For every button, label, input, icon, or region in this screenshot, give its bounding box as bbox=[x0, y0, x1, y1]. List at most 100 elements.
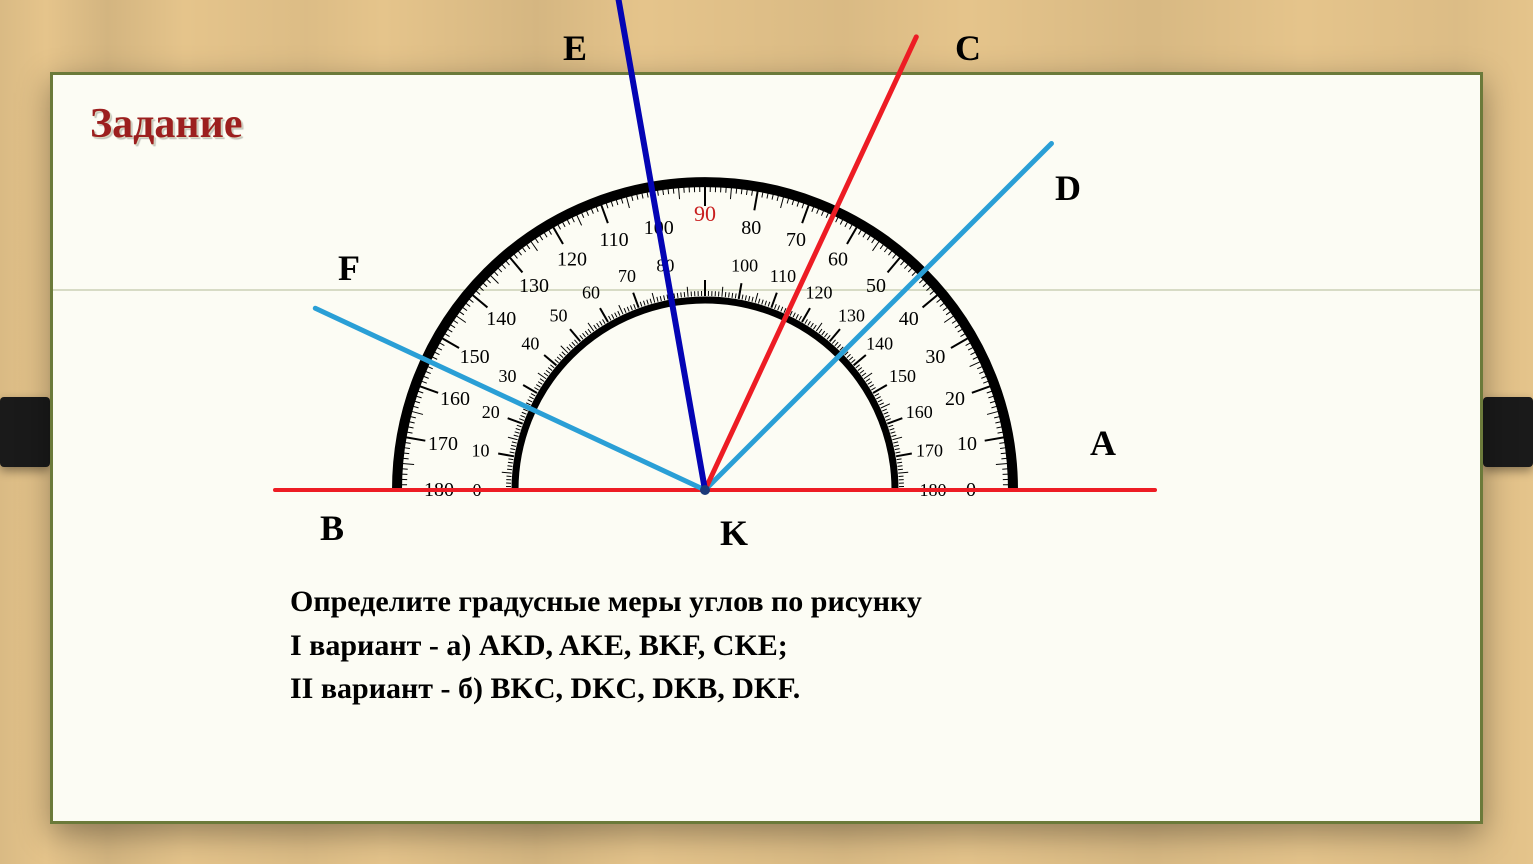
inner-tick bbox=[517, 425, 522, 427]
inner-tick bbox=[546, 370, 550, 373]
inner-tick bbox=[572, 342, 575, 346]
outer-tick bbox=[923, 283, 927, 287]
outer-tick bbox=[888, 257, 901, 272]
outer-tick bbox=[453, 320, 458, 323]
inner-tick bbox=[830, 329, 840, 341]
outer-tick bbox=[413, 406, 419, 408]
outer-tick bbox=[409, 422, 415, 423]
outer-tick bbox=[408, 427, 414, 428]
inner-tick bbox=[580, 335, 583, 339]
inner-tick bbox=[624, 308, 626, 313]
outer-tick bbox=[567, 219, 570, 224]
outer-tick bbox=[943, 307, 948, 311]
inner-tick bbox=[896, 454, 912, 457]
outer-number: 50 bbox=[866, 275, 886, 297]
outer-tick bbox=[908, 268, 912, 272]
inner-tick bbox=[510, 452, 515, 453]
outer-tick bbox=[439, 343, 444, 346]
inner-tick bbox=[891, 435, 896, 436]
outer-tick bbox=[983, 381, 989, 383]
inner-tick bbox=[739, 283, 742, 299]
outer-tick bbox=[486, 279, 490, 283]
outer-tick bbox=[999, 442, 1005, 443]
inner-tick bbox=[512, 442, 517, 443]
outer-tick bbox=[421, 381, 427, 383]
inner-tick bbox=[498, 454, 514, 457]
inner-tick bbox=[570, 329, 580, 341]
inner-number: 130 bbox=[838, 305, 865, 325]
inner-tick bbox=[515, 432, 520, 433]
outer-tick bbox=[514, 254, 518, 259]
outer-tick bbox=[872, 241, 879, 251]
outer-tick bbox=[531, 241, 538, 251]
inner-tick bbox=[762, 300, 763, 305]
inner-tick bbox=[618, 311, 620, 315]
point-label-A: A bbox=[1090, 423, 1116, 463]
outer-tick bbox=[1001, 458, 1007, 459]
inner-tick bbox=[832, 340, 835, 344]
inner-tick bbox=[882, 409, 887, 411]
outer-tick bbox=[849, 224, 852, 229]
inner-number: 40 bbox=[521, 333, 539, 353]
inner-tick bbox=[745, 295, 746, 300]
inner-tick bbox=[555, 359, 559, 362]
outer-tick bbox=[423, 376, 429, 378]
inner-tick bbox=[898, 466, 903, 467]
inner-tick bbox=[507, 469, 512, 470]
outer-tick bbox=[987, 411, 999, 414]
inner-tick bbox=[540, 379, 544, 382]
inner-tick bbox=[725, 292, 726, 297]
inner-tick bbox=[893, 442, 898, 443]
outer-number: 30 bbox=[925, 346, 945, 368]
inner-tick bbox=[508, 437, 518, 440]
outer-tick bbox=[872, 238, 875, 243]
inner-tick bbox=[879, 403, 883, 405]
outer-tick bbox=[427, 366, 432, 368]
outer-tick bbox=[901, 261, 905, 266]
task-line-3: II вариант - б) BKC, DKC, DKB, DKF. bbox=[290, 667, 922, 711]
outer-tick bbox=[403, 458, 409, 459]
outer-tick bbox=[991, 406, 997, 408]
outer-tick bbox=[459, 311, 464, 315]
inner-tick bbox=[523, 385, 537, 393]
inner-tick bbox=[516, 429, 521, 431]
inner-tick bbox=[824, 333, 827, 337]
inner-tick bbox=[538, 382, 542, 385]
point-label-E: E bbox=[563, 28, 587, 68]
outer-tick bbox=[539, 235, 542, 240]
inner-tick bbox=[742, 295, 743, 300]
outer-tick bbox=[447, 329, 452, 332]
inner-tick bbox=[811, 323, 814, 327]
outer-tick bbox=[626, 196, 629, 208]
outer-tick bbox=[1000, 448, 1006, 449]
inner-tick bbox=[508, 459, 513, 460]
outer-tick bbox=[996, 464, 1008, 465]
outer-tick bbox=[845, 222, 848, 227]
inner-tick bbox=[729, 292, 730, 297]
inner-tick bbox=[514, 435, 519, 436]
outer-tick bbox=[998, 432, 1004, 433]
inner-tick bbox=[536, 385, 540, 388]
outer-tick bbox=[955, 324, 960, 327]
inner-number: 30 bbox=[499, 366, 517, 386]
outer-tick bbox=[802, 204, 809, 223]
outer-tick bbox=[437, 347, 442, 350]
inner-tick bbox=[796, 314, 798, 318]
outer-tick bbox=[462, 307, 467, 311]
inner-tick bbox=[510, 449, 515, 450]
inner-tick bbox=[615, 313, 617, 317]
outer-number: 110 bbox=[599, 229, 628, 251]
inner-tick bbox=[557, 357, 561, 360]
outer-tick bbox=[544, 232, 547, 237]
inner-tick bbox=[892, 437, 902, 440]
outer-tick bbox=[990, 401, 996, 403]
outer-tick bbox=[522, 247, 526, 252]
point-label-D: D bbox=[1055, 168, 1081, 208]
inner-tick bbox=[758, 299, 759, 304]
inner-tick bbox=[885, 415, 890, 417]
outer-tick bbox=[996, 427, 1002, 428]
outer-tick bbox=[553, 227, 563, 244]
outer-tick bbox=[754, 191, 757, 211]
inner-tick bbox=[597, 323, 600, 327]
inner-arc bbox=[515, 300, 895, 490]
